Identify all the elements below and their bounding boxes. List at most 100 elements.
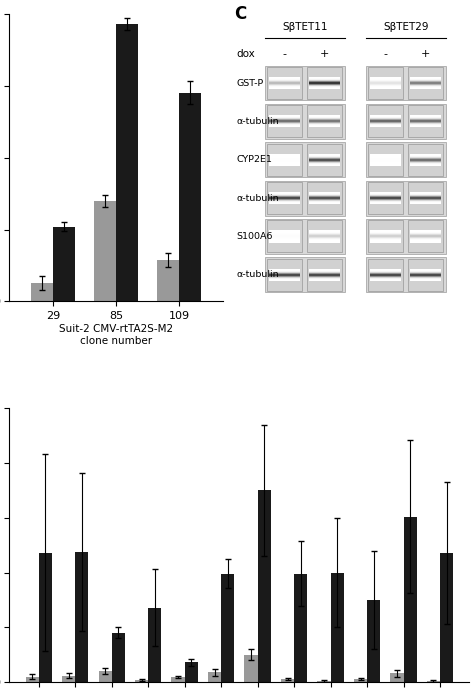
Bar <box>410 278 441 279</box>
Bar <box>265 257 345 292</box>
Bar <box>309 199 340 200</box>
Bar <box>370 79 401 80</box>
Bar <box>366 219 446 254</box>
Bar <box>370 84 401 85</box>
Bar <box>410 115 441 116</box>
Bar <box>410 83 441 84</box>
Bar <box>265 219 345 254</box>
Bar <box>370 80 401 81</box>
Bar <box>368 67 403 99</box>
Bar <box>307 182 342 214</box>
Bar <box>370 88 401 89</box>
Bar <box>269 275 301 276</box>
Bar <box>309 201 340 202</box>
Bar <box>370 195 401 196</box>
Bar <box>410 276 441 277</box>
Bar <box>269 154 301 156</box>
Bar <box>269 273 301 274</box>
Bar <box>309 79 340 80</box>
Bar <box>410 156 441 158</box>
Bar <box>370 274 401 275</box>
Bar <box>309 123 340 125</box>
Bar <box>269 242 301 243</box>
Bar <box>269 86 301 87</box>
Bar <box>370 86 401 87</box>
Bar <box>309 85 340 86</box>
Bar <box>309 160 340 161</box>
Bar <box>309 119 340 121</box>
Bar <box>370 275 401 276</box>
Bar <box>309 80 340 81</box>
Bar <box>62 675 75 682</box>
Bar <box>370 203 401 204</box>
Bar <box>309 115 340 116</box>
Bar <box>269 279 301 280</box>
Bar <box>370 117 401 119</box>
Bar <box>309 88 340 89</box>
Bar <box>370 162 401 163</box>
Bar <box>172 677 185 682</box>
Bar <box>309 238 340 240</box>
Bar <box>410 86 441 87</box>
Bar <box>269 87 301 88</box>
Bar <box>370 276 401 277</box>
Bar <box>309 232 340 234</box>
Bar <box>269 85 301 86</box>
Text: +: + <box>421 49 430 59</box>
Bar <box>309 197 340 198</box>
Bar <box>410 79 441 80</box>
Bar <box>370 154 401 156</box>
Bar <box>307 67 342 99</box>
Text: α-tubulin: α-tubulin <box>237 194 279 203</box>
Bar <box>309 163 340 164</box>
Bar <box>309 161 340 162</box>
Bar <box>309 194 340 195</box>
Text: α-tubulin: α-tubulin <box>237 270 279 279</box>
Bar <box>309 276 340 277</box>
Bar <box>309 77 340 78</box>
Bar <box>269 83 301 84</box>
Bar <box>269 202 301 203</box>
Bar <box>366 104 446 138</box>
Bar <box>370 197 401 198</box>
Text: SβTET11: SβTET11 <box>282 23 328 32</box>
Bar <box>309 81 340 82</box>
Bar <box>269 194 301 195</box>
Bar <box>370 202 401 203</box>
Text: -: - <box>384 49 388 59</box>
Text: SβTET29: SβTET29 <box>383 23 428 32</box>
Bar <box>368 259 403 291</box>
Bar <box>366 181 446 216</box>
Bar <box>410 199 441 200</box>
Bar <box>370 280 401 281</box>
Bar <box>410 196 441 197</box>
Bar <box>370 278 401 279</box>
Bar <box>116 24 138 302</box>
Bar <box>410 280 441 281</box>
Bar <box>309 234 340 236</box>
Bar <box>410 203 441 204</box>
Bar <box>410 160 441 161</box>
Bar <box>410 194 441 195</box>
Bar <box>269 195 301 196</box>
Bar <box>440 553 453 682</box>
Bar <box>427 681 440 682</box>
Bar <box>269 240 301 242</box>
Bar <box>269 116 301 117</box>
Bar <box>269 199 301 200</box>
Bar <box>309 271 340 273</box>
Bar <box>370 236 401 238</box>
Text: S100A6: S100A6 <box>237 232 273 241</box>
Bar <box>269 274 301 275</box>
Bar <box>370 277 401 278</box>
Bar <box>366 257 446 292</box>
X-axis label: Suit-2 CMV-rtTA2S-M2
clone number: Suit-2 CMV-rtTA2S-M2 clone number <box>59 324 173 346</box>
Bar <box>39 553 52 682</box>
Bar <box>410 197 441 198</box>
Bar <box>157 260 179 302</box>
Bar <box>370 238 401 240</box>
Bar <box>294 574 307 682</box>
Bar <box>269 125 301 127</box>
Bar <box>370 116 401 117</box>
Bar <box>410 277 441 278</box>
